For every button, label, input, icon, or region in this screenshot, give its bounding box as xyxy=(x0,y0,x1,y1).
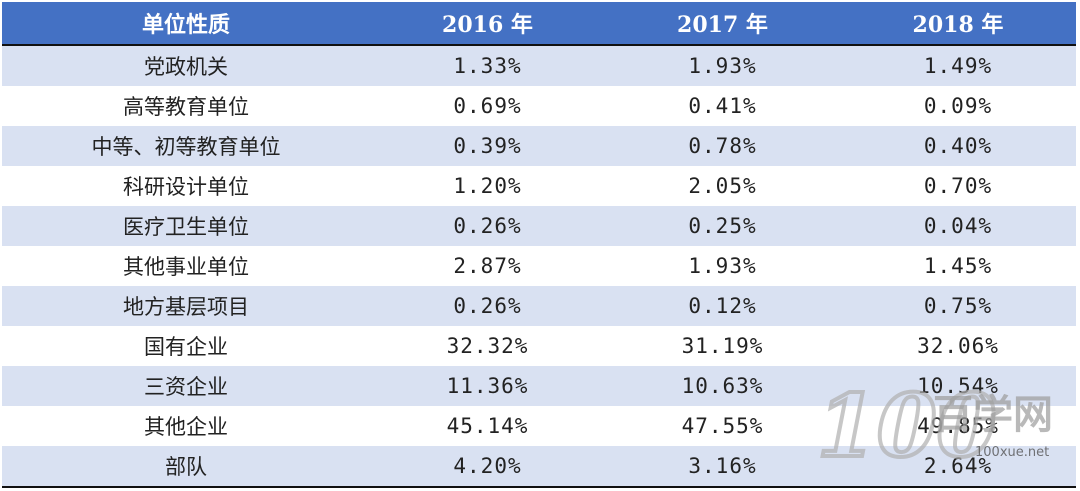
cell-2017: 47.55% xyxy=(605,406,840,446)
cell-unit-type: 其他企业 xyxy=(2,406,370,446)
cell-2018: 0.09% xyxy=(840,86,1076,126)
cell-2017: 3.16% xyxy=(605,446,840,488)
header-2018: 2018 年 xyxy=(840,2,1076,46)
cell-unit-type: 三资企业 xyxy=(2,366,370,406)
cell-2017: 0.78% xyxy=(605,126,840,166)
cell-unit-type: 国有企业 xyxy=(2,326,370,366)
cell-unit-type: 科研设计单位 xyxy=(2,166,370,206)
cell-2016: 45.14% xyxy=(370,406,605,446)
cell-2017: 10.63% xyxy=(605,366,840,406)
cell-unit-type: 部队 xyxy=(2,446,370,488)
cell-2016: 0.69% xyxy=(370,86,605,126)
cell-2016: 0.26% xyxy=(370,286,605,326)
cell-2018: 0.75% xyxy=(840,286,1076,326)
table-row: 三资企业 11.36% 10.63% 10.54% xyxy=(2,366,1076,406)
table-row: 其他事业单位 2.87% 1.93% 1.45% xyxy=(2,246,1076,286)
cell-unit-type: 党政机关 xyxy=(2,45,370,86)
cell-2018: 49.85% xyxy=(840,406,1076,446)
table-row: 医疗卫生单位 0.26% 0.25% 0.04% xyxy=(2,206,1076,246)
cell-2018: 1.45% xyxy=(840,246,1076,286)
table-row: 高等教育单位 0.69% 0.41% 0.09% xyxy=(2,86,1076,126)
cell-2018: 1.49% xyxy=(840,45,1076,86)
cell-2017: 1.93% xyxy=(605,45,840,86)
header-2016: 2016 年 xyxy=(370,2,605,46)
header-2017: 2017 年 xyxy=(605,2,840,46)
table-header: 单位性质 2016 年 2017 年 2018 年 xyxy=(2,2,1076,46)
cell-2016: 1.33% xyxy=(370,45,605,86)
cell-2018: 0.04% xyxy=(840,206,1076,246)
table-row: 中等、初等教育单位 0.39% 0.78% 0.40% xyxy=(2,126,1076,166)
cell-2017: 0.25% xyxy=(605,206,840,246)
cell-2018: 2.64% xyxy=(840,446,1076,488)
cell-2018: 0.70% xyxy=(840,166,1076,206)
cell-2017: 2.05% xyxy=(605,166,840,206)
table-row: 地方基层项目 0.26% 0.12% 0.75% xyxy=(2,286,1076,326)
cell-2018: 0.40% xyxy=(840,126,1076,166)
cell-2016: 4.20% xyxy=(370,446,605,488)
cell-2018: 10.54% xyxy=(840,366,1076,406)
cell-unit-type: 地方基层项目 xyxy=(2,286,370,326)
header-unit-type: 单位性质 xyxy=(2,2,370,46)
table-row: 党政机关 1.33% 1.93% 1.49% xyxy=(2,45,1076,86)
cell-2016: 2.87% xyxy=(370,246,605,286)
table-row: 部队 4.20% 3.16% 2.64% xyxy=(2,446,1076,488)
cell-unit-type: 医疗卫生单位 xyxy=(2,206,370,246)
cell-2016: 11.36% xyxy=(370,366,605,406)
header-row: 单位性质 2016 年 2017 年 2018 年 xyxy=(2,2,1076,46)
cell-unit-type: 中等、初等教育单位 xyxy=(2,126,370,166)
table-row: 国有企业 32.32% 31.19% 32.06% xyxy=(2,326,1076,366)
cell-2017: 1.93% xyxy=(605,246,840,286)
table-body: 党政机关 1.33% 1.93% 1.49% 高等教育单位 0.69% 0.41… xyxy=(2,45,1076,488)
cell-2016: 1.20% xyxy=(370,166,605,206)
cell-2017: 0.12% xyxy=(605,286,840,326)
table-row: 其他企业 45.14% 47.55% 49.85% xyxy=(2,406,1076,446)
cell-2017: 0.41% xyxy=(605,86,840,126)
cell-2017: 31.19% xyxy=(605,326,840,366)
cell-unit-type: 高等教育单位 xyxy=(2,86,370,126)
cell-2018: 32.06% xyxy=(840,326,1076,366)
cell-unit-type: 其他事业单位 xyxy=(2,246,370,286)
cell-2016: 0.39% xyxy=(370,126,605,166)
table-row: 科研设计单位 1.20% 2.05% 0.70% xyxy=(2,166,1076,206)
cell-2016: 0.26% xyxy=(370,206,605,246)
cell-2016: 32.32% xyxy=(370,326,605,366)
